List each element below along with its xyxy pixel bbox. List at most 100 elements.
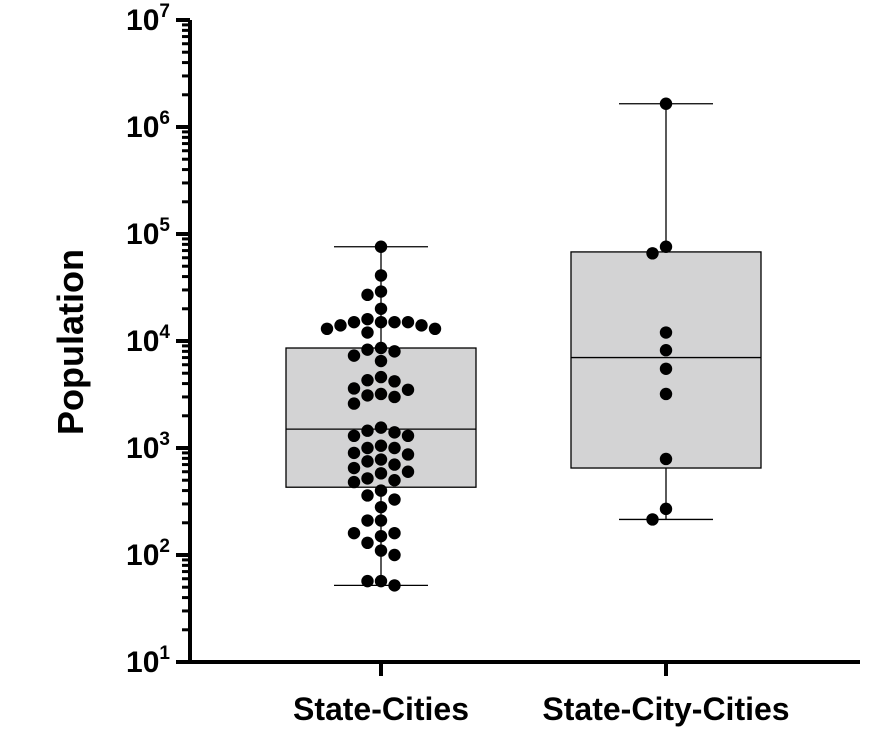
- data-point: [361, 389, 374, 402]
- data-point: [374, 467, 388, 480]
- data-point: [347, 446, 361, 460]
- y-tick-label: 107: [126, 1, 170, 37]
- data-point: [401, 383, 415, 396]
- y-tick-base: 10: [126, 646, 159, 679]
- data-point: [361, 472, 374, 485]
- y-tick-exponent: 4: [159, 322, 170, 343]
- data-point: [361, 536, 374, 550]
- y-tick-base: 10: [126, 4, 159, 37]
- data-point: [388, 375, 401, 388]
- data-point: [401, 315, 415, 329]
- data-point: [361, 574, 374, 588]
- box-iqr: [285, 347, 477, 488]
- data-point: [646, 513, 659, 526]
- data-point: [646, 247, 659, 260]
- y-tick-exponent: 6: [159, 108, 170, 129]
- data-point: [388, 315, 401, 329]
- data-point: [361, 514, 374, 527]
- data-point: [361, 489, 374, 502]
- data-point: [374, 269, 388, 282]
- data-point: [374, 500, 388, 514]
- y-tick-exponent: 7: [159, 1, 170, 22]
- data-point: [374, 315, 388, 329]
- data-point: [659, 97, 673, 110]
- data-point: [347, 475, 361, 489]
- data-point: [388, 426, 401, 439]
- data-point: [374, 574, 388, 588]
- data-point: [347, 429, 361, 443]
- data-point: [659, 362, 673, 375]
- category-label: State-City-Cities: [542, 691, 789, 727]
- data-point: [374, 302, 388, 315]
- x-axis-ticks: State-Cities State-City-Cities: [293, 662, 790, 727]
- data-point: [374, 285, 388, 298]
- data-point: [388, 526, 401, 540]
- y-tick-label: 106: [126, 108, 170, 144]
- data-point: [361, 441, 374, 455]
- data-point: [401, 429, 415, 443]
- data-point: [374, 484, 388, 497]
- data-point: [388, 474, 401, 487]
- data-point: [320, 322, 334, 336]
- data-point: [361, 312, 374, 326]
- data-point: [361, 374, 374, 387]
- data-point: [361, 424, 374, 437]
- data-point: [347, 315, 361, 329]
- data-point: [659, 502, 673, 516]
- y-tick-base: 10: [126, 325, 159, 358]
- data-point: [374, 387, 388, 401]
- data-point: [415, 319, 428, 332]
- y-axis-title: Population: [50, 249, 91, 435]
- y-tick-exponent: 1: [159, 643, 170, 664]
- data-point: [388, 458, 401, 471]
- y-tick-label: 102: [126, 536, 170, 572]
- data-point: [361, 326, 374, 339]
- data-point: [374, 544, 388, 557]
- y-tick-label: 101: [126, 643, 170, 679]
- data-point: [374, 529, 388, 543]
- boxes: [285, 103, 762, 587]
- data-point: [428, 322, 442, 336]
- data-point: [659, 344, 673, 357]
- data-point: [388, 548, 401, 562]
- y-tick-exponent: 5: [159, 215, 170, 236]
- data-point: [388, 579, 401, 592]
- data-point: [347, 461, 361, 475]
- data-point: [388, 390, 401, 404]
- data-point: [334, 319, 347, 332]
- data-point: [374, 370, 388, 384]
- data-point: [374, 354, 388, 368]
- data-point: [374, 421, 388, 434]
- category-label: State-Cities: [293, 691, 469, 727]
- data-point: [659, 452, 673, 466]
- data-point: [388, 441, 401, 455]
- y-tick-base: 10: [126, 218, 159, 251]
- data-point: [401, 465, 415, 478]
- data-point: [347, 382, 361, 395]
- y-tick-exponent: 3: [159, 429, 170, 450]
- data-point: [388, 493, 401, 506]
- y-tick-base: 10: [126, 432, 159, 465]
- data-point: [659, 387, 673, 401]
- data-point: [361, 455, 374, 468]
- y-tick-exponent: 2: [159, 536, 170, 557]
- data-point: [374, 240, 388, 253]
- y-tick-label: 103: [126, 429, 170, 465]
- y-tick-base: 10: [126, 539, 159, 572]
- data-point: [374, 341, 388, 355]
- data-point: [659, 326, 673, 339]
- data-points: [320, 97, 673, 592]
- data-point: [374, 439, 388, 452]
- data-point: [659, 240, 673, 253]
- y-tick-base: 10: [126, 111, 159, 144]
- data-point: [361, 343, 374, 356]
- y-tick-label: 105: [126, 215, 170, 251]
- data-point: [374, 514, 388, 527]
- data-point: [374, 453, 388, 466]
- y-tick-label: 104: [126, 322, 170, 358]
- box-iqr: [570, 251, 762, 469]
- data-point: [347, 349, 361, 362]
- data-point: [361, 288, 374, 302]
